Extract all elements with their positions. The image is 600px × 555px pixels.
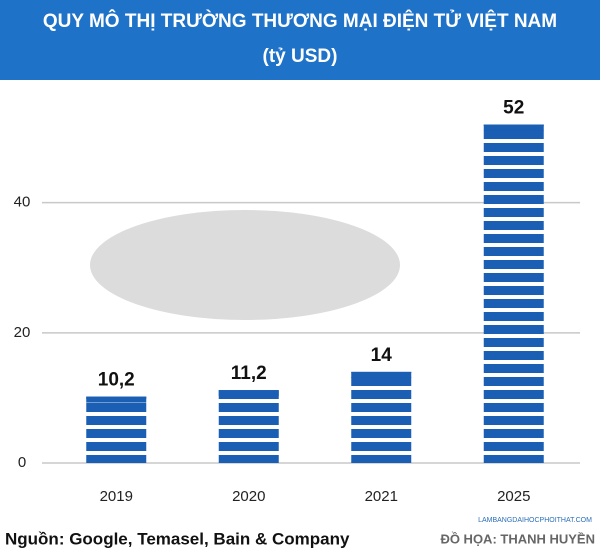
x-tick-label: 2025 xyxy=(497,488,530,505)
bar xyxy=(218,390,279,463)
value-label: 52 xyxy=(503,98,524,119)
x-tick-label: 2019 xyxy=(100,488,133,505)
y-tick-label: 20 xyxy=(14,324,31,341)
credit: ĐỒ HỌA: THANH HUYỀN xyxy=(440,531,595,546)
bar xyxy=(86,396,147,463)
chart-title: QUY MÔ THỊ TRƯỜNG THƯƠNG MẠI ĐIỆN TỬ VIỆ… xyxy=(43,10,557,32)
x-tick-label: 2020 xyxy=(232,488,265,505)
bar-top xyxy=(86,396,147,403)
bar-top xyxy=(351,371,412,378)
value-label: 10,2 xyxy=(98,370,135,391)
bar-top xyxy=(483,124,544,131)
watermark: LAMBANGDAIHOCPHOITHAT.COM xyxy=(478,517,592,524)
y-tick-label: 40 xyxy=(14,194,31,211)
value-label: 11,2 xyxy=(231,363,267,384)
title-bar xyxy=(0,0,600,80)
x-tick-label: 2021 xyxy=(365,488,398,505)
value-label: 14 xyxy=(371,345,393,366)
bar-top xyxy=(218,390,279,397)
bar xyxy=(483,124,544,464)
source: Nguồn: Google, Temasel, Bain & Company xyxy=(5,529,350,548)
bar xyxy=(351,371,412,463)
y-tick-label: 0 xyxy=(18,454,26,471)
chart-subtitle: (tỷ USD) xyxy=(263,46,338,67)
illustration xyxy=(90,210,400,320)
